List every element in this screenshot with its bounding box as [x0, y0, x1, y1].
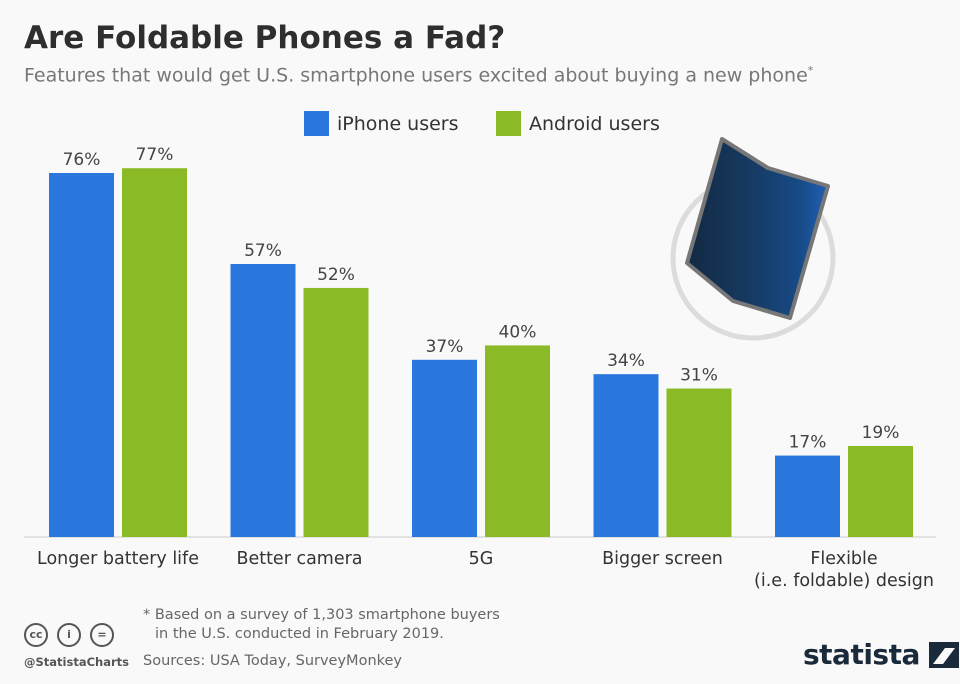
bar-android [848, 446, 913, 537]
legend-label: iPhone users [337, 112, 459, 135]
data-label: 19% [862, 423, 900, 443]
chart-title: Are Foldable Phones a Fad? [24, 20, 506, 56]
bar-iphone [593, 374, 659, 537]
cc-icon: cc [24, 623, 48, 647]
bar-android [485, 345, 550, 537]
legend-label: Android users [529, 112, 660, 135]
statista-logo[interactable]: statista [803, 638, 960, 671]
data-label: 31% [680, 366, 718, 386]
legend-item-android: Android users [496, 111, 660, 136]
category-label: Flexible [810, 549, 877, 569]
logo-text: statista [803, 638, 920, 671]
bar-android [303, 287, 369, 537]
sources: Sources: USA Today, SurveyMonkey [143, 653, 403, 669]
data-label: 37% [426, 337, 464, 357]
chart-subtitle: Features that would get U.S. smartphone … [24, 64, 813, 86]
data-label: 76% [63, 150, 101, 170]
bar-iphone [775, 455, 840, 537]
data-label: 34% [607, 351, 645, 371]
legend-swatch [304, 111, 329, 136]
bar-android [122, 168, 187, 538]
category-label: Bigger screen [602, 549, 723, 569]
category-label: Better camera [236, 549, 362, 569]
legend-swatch [496, 111, 521, 136]
category-label: (i.e. foldable) design [754, 571, 934, 591]
foldable-phone-illustration [670, 137, 836, 341]
bar-iphone [49, 173, 114, 537]
data-label: 57% [244, 241, 282, 261]
data-label: 17% [789, 433, 827, 453]
subtitle-footnote-mark: * [807, 64, 814, 77]
data-label: 52% [317, 265, 355, 285]
category-label: Longer battery life [37, 549, 199, 569]
attribution-icon: i [57, 623, 81, 647]
data-label: 40% [499, 322, 537, 342]
footnote-line2: in the U.S. conducted in February 2019. [155, 626, 444, 642]
no-derivatives-icon: = [90, 623, 114, 647]
twitter-handle[interactable]: @StatistaCharts [24, 655, 129, 669]
data-label: 77% [136, 145, 174, 165]
statista-logo-icon [929, 642, 960, 668]
legend-item-iphone: iPhone users [304, 111, 459, 136]
subtitle-text: Features that would get U.S. smartphone … [24, 64, 808, 87]
category-label: 5G [469, 549, 494, 569]
bar-iphone [412, 359, 477, 537]
bar-android [666, 388, 732, 537]
footnote-line1: * Based on a survey of 1,303 smartphone … [143, 607, 500, 623]
bar-iphone [230, 264, 296, 537]
